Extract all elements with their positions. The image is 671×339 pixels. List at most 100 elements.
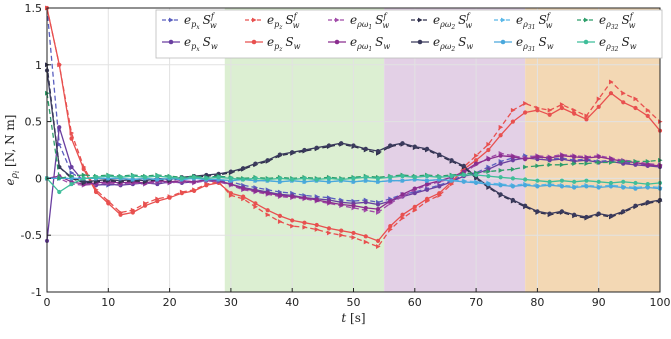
legend-label-2: epzSf w: [267, 12, 300, 31]
series-4-point-29: [400, 212, 405, 217]
series-8-point-18: [265, 158, 270, 163]
legend-label-8: epzSw: [267, 35, 301, 53]
series-10-point-7: [130, 177, 135, 182]
series-6-point-38: [510, 154, 515, 159]
series-10-point-21: [302, 179, 307, 184]
series-3-point-23: [326, 230, 332, 236]
series-11-point-36: [486, 169, 491, 174]
series-4-point-8: [142, 203, 148, 208]
series-11-point-1: [57, 176, 62, 181]
series-4-point-17: [253, 201, 258, 206]
series-6-point-42: [559, 153, 565, 158]
series-12-point-15: [228, 176, 233, 181]
series-8-point-37: [498, 192, 503, 197]
series-12-point-32: [437, 175, 442, 180]
series-11-point-46: [608, 160, 614, 165]
series-3-point-46: [608, 79, 614, 85]
series-11-point-3: [81, 172, 87, 178]
series-3-point-20: [290, 223, 295, 229]
series-10-point-47: [621, 185, 626, 190]
series-2-point-27: [375, 202, 381, 207]
series-4-point-4: [93, 189, 99, 195]
legend-item-6: eρ32Sf w: [577, 12, 636, 31]
legend: epxSf w epzSf w eρω1Sf w eρω2Sf w eρ31Sf w eρ32Sf w…: [155, 9, 663, 59]
series-12-point-49: [645, 181, 650, 187]
legend-label-7: epxSw: [184, 35, 218, 53]
series-4-point-20: [290, 218, 295, 223]
series-10-point-35: [474, 180, 479, 186]
series-8-point-43: [572, 212, 577, 217]
series-12-point-24: [339, 177, 344, 182]
series-12-point-38: [510, 176, 515, 181]
legend-item-12: eρ32Sw: [577, 35, 637, 53]
series-3-point-42: [559, 102, 565, 107]
series-2-point-1: [57, 125, 62, 130]
series-4: [44, 5, 663, 243]
series-10-point-41: [547, 183, 552, 188]
x-tick-label-3: 30: [224, 296, 238, 309]
legend-label-4: eρω2Sf w: [433, 12, 472, 31]
series-12-point-34: [461, 172, 466, 178]
series-4-point-22: [314, 222, 319, 228]
series-10-point-31: [424, 178, 430, 183]
x-tick-label-5: 50: [347, 296, 361, 309]
series-6-point-28: [388, 199, 393, 204]
series-6-point-29: [400, 192, 405, 197]
series-10-point-28: [388, 178, 393, 183]
x-axis-ticks: 0 10 20 30 40 50 60 70 80 90 100: [44, 288, 671, 309]
series-10-point-34: [461, 179, 466, 184]
series-8-point-25: [351, 143, 356, 148]
series-8-point-16: [241, 166, 246, 171]
series-4-point-47: [621, 100, 626, 105]
series-2-point-32: [437, 184, 442, 189]
series-6-point-12: [192, 179, 197, 184]
legend-marker-7: [168, 39, 174, 45]
legend-label-9: eρω1Sw: [350, 35, 390, 53]
series-12-point-16: [241, 177, 246, 182]
series-8-point-47: [621, 209, 626, 214]
series-6-point-49: [645, 162, 650, 167]
legend-marker-11: [500, 39, 506, 45]
x-axis-label-symbol: t: [341, 311, 346, 325]
series-8-point-32: [437, 152, 442, 157]
series-2-point-37: [498, 161, 503, 166]
y-tick-label-2: 0: [35, 172, 42, 185]
series-6-point-26: [363, 205, 368, 211]
legend-marker-12: [583, 39, 589, 45]
series-4-point-19: [277, 213, 283, 218]
series-6-point-19: [277, 193, 283, 198]
series-12-point-19: [277, 176, 283, 181]
series-11-point-41: [547, 162, 553, 168]
series-8-point-46: [608, 213, 614, 218]
series-4-point-37: [498, 133, 503, 138]
series-3-point-44: [584, 113, 590, 119]
x-tick-label-8: 80: [530, 296, 544, 309]
series-12-point-46: [608, 180, 614, 186]
series-4-point-7: [130, 210, 135, 215]
x-tick-label-2: 20: [163, 296, 177, 309]
series-6-point-25: [351, 203, 356, 208]
series-12-point-44: [584, 178, 589, 183]
series-11-point-49: [645, 158, 651, 164]
series-12-point-41: [547, 179, 552, 184]
series-12-point-5: [106, 174, 111, 179]
series-11-point-47: [621, 158, 626, 164]
series-3-point-47: [621, 90, 626, 96]
legend-marker-2: [252, 17, 257, 23]
series-6-point-21: [302, 195, 307, 200]
series-12-point-29: [400, 174, 405, 179]
series-4-point-38: [510, 119, 515, 124]
legend-marker-4: [418, 17, 423, 23]
series-4-point-39: [523, 110, 528, 115]
series-line-11: [46, 93, 661, 180]
series-3-point-48: [633, 96, 639, 102]
series-line-5: [47, 152, 661, 214]
series-2-point-30: [412, 191, 417, 196]
series-12-point-43: [572, 179, 577, 184]
series-4-point-21: [302, 220, 307, 225]
series-group: [44, 5, 663, 249]
series-4-point-11: [179, 191, 184, 196]
series-6-point-22: [314, 197, 319, 203]
series-3-point-28: [388, 227, 393, 232]
series-10-point-42: [559, 184, 565, 189]
